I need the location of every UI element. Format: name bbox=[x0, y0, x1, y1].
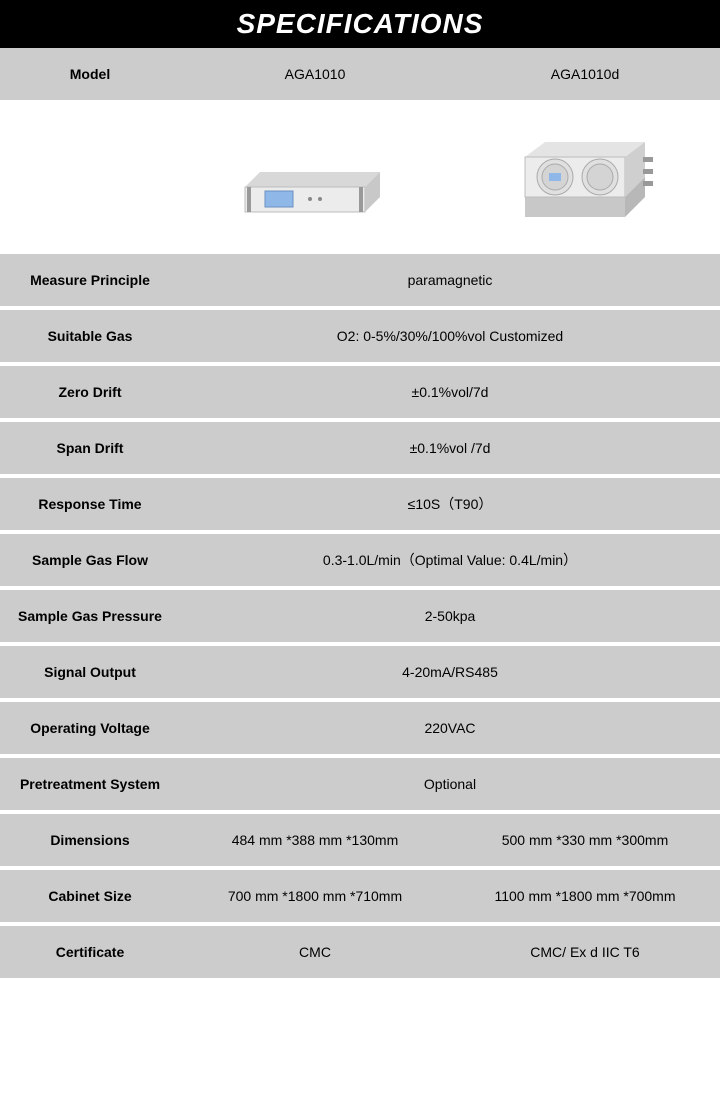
row-label: Operating Voltage bbox=[0, 706, 180, 750]
table-row: Sample Gas Flow0.3-1.0L/min（Optimal Valu… bbox=[0, 534, 720, 590]
row-value: ±0.1%vol/7d bbox=[180, 370, 720, 414]
model-col1: AGA1010 bbox=[180, 52, 450, 96]
table-row: Zero Drift±0.1%vol/7d bbox=[0, 366, 720, 422]
row-value-col2: CMC/ Ex d IIC T6 bbox=[450, 930, 720, 974]
row-value: 2-50kpa bbox=[180, 594, 720, 638]
table-row: CertificateCMCCMC/ Ex d IIC T6 bbox=[0, 926, 720, 982]
row-label: Cabinet Size bbox=[0, 874, 180, 918]
row-label: Model bbox=[0, 52, 180, 96]
row-value: 0.3-1.0L/min（Optimal Value: 0.4L/min） bbox=[180, 536, 720, 584]
table-row: Span Drift±0.1%vol /7d bbox=[0, 422, 720, 478]
row-label: Measure Principle bbox=[0, 258, 180, 302]
row-value-col2: 1100 mm *1800 mm *700mm bbox=[450, 874, 720, 918]
table-row: Pretreatment SystemOptional bbox=[0, 758, 720, 814]
table-row: Operating Voltage220VAC bbox=[0, 702, 720, 758]
row-label: Signal Output bbox=[0, 650, 180, 694]
row-label: Sample Gas Pressure bbox=[0, 594, 180, 638]
model-col2: AGA1010d bbox=[450, 52, 720, 96]
row-label: Sample Gas Flow bbox=[0, 538, 180, 582]
row-value: paramagnetic bbox=[180, 258, 720, 302]
table-row: Response Time≤10S（T90） bbox=[0, 478, 720, 534]
row-value-col1: CMC bbox=[180, 930, 450, 974]
table-row: Suitable GasO2: 0-5%/30%/100%vol Customi… bbox=[0, 310, 720, 366]
table-row-model: Model AGA1010 AGA1010d bbox=[0, 48, 720, 104]
row-label-empty bbox=[0, 163, 180, 191]
table-row: Cabinet Size700 mm *1800 mm *710mm1100 m… bbox=[0, 870, 720, 926]
table-row: Signal Output4-20mA/RS485 bbox=[0, 646, 720, 702]
page-title: SPECIFICATIONS bbox=[0, 0, 720, 48]
table-row: Sample Gas Pressure2-50kpa bbox=[0, 590, 720, 646]
product-image-aga1010d bbox=[450, 107, 720, 247]
row-label: Response Time bbox=[0, 482, 180, 526]
row-label: Zero Drift bbox=[0, 370, 180, 414]
row-label: Pretreatment System bbox=[0, 762, 180, 806]
row-value-col2: 500 mm *330 mm *300mm bbox=[450, 818, 720, 862]
product-image-aga1010 bbox=[180, 112, 450, 242]
row-value: ±0.1%vol /7d bbox=[180, 426, 720, 470]
row-label: Dimensions bbox=[0, 818, 180, 862]
row-value: Optional bbox=[180, 762, 720, 806]
row-value: ≤10S（T90） bbox=[180, 480, 720, 528]
row-label: Span Drift bbox=[0, 426, 180, 470]
row-value: 220VAC bbox=[180, 706, 720, 750]
row-value-col1: 700 mm *1800 mm *710mm bbox=[180, 874, 450, 918]
row-label: Certificate bbox=[0, 930, 180, 974]
table-row: Dimensions484 mm *388 mm *130mm500 mm *3… bbox=[0, 814, 720, 870]
row-value: 4-20mA/RS485 bbox=[180, 650, 720, 694]
table-row-images bbox=[0, 104, 720, 254]
row-value: O2: 0-5%/30%/100%vol Customized bbox=[180, 314, 720, 358]
row-label: Suitable Gas bbox=[0, 314, 180, 358]
table-row: Measure Principleparamagnetic bbox=[0, 254, 720, 310]
row-value-col1: 484 mm *388 mm *130mm bbox=[180, 818, 450, 862]
